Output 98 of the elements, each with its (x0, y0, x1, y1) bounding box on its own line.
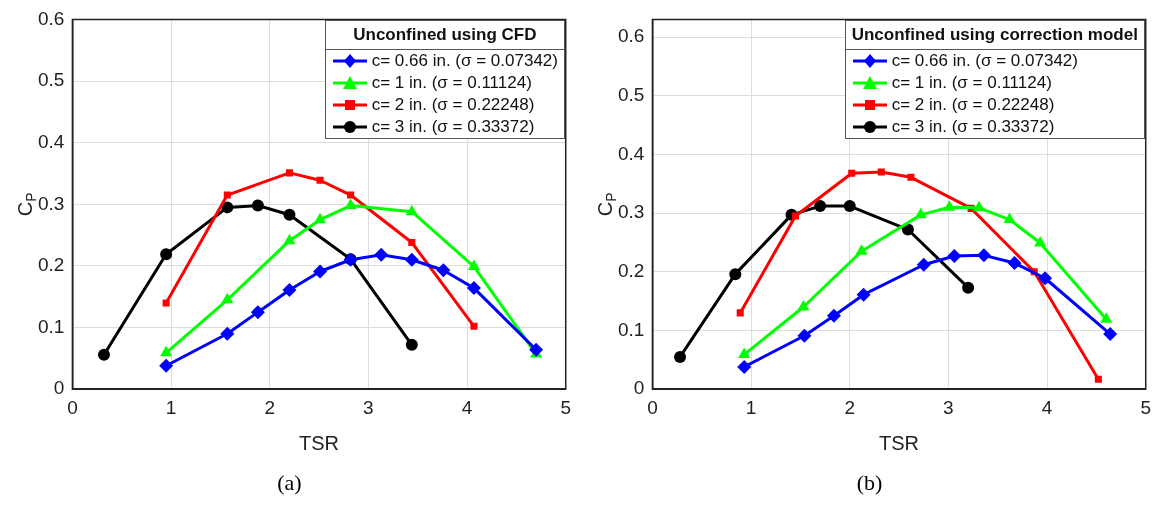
point (736, 309, 744, 317)
point (97, 348, 110, 361)
point (223, 191, 231, 199)
point (405, 338, 418, 351)
point (250, 305, 265, 320)
x-axis-title: TSR (299, 431, 340, 454)
point (907, 173, 915, 181)
y-tick-label: 0 (53, 377, 65, 399)
x-tick-label: 5 (560, 396, 572, 418)
text: (b) (855, 470, 884, 496)
point (914, 207, 927, 219)
point (408, 238, 416, 247)
point (843, 200, 856, 213)
point (159, 358, 174, 373)
point (737, 359, 752, 374)
legend-label: c= 2 in. (σ = 0.22248) (891, 95, 1055, 116)
point (1103, 327, 1118, 342)
point (1007, 256, 1022, 270)
point (470, 322, 478, 330)
x-axis-title: TSR (879, 431, 920, 454)
legend-label: c= 0.66 in. (σ = 0.07342) (891, 51, 1078, 72)
point (855, 244, 868, 255)
point (976, 248, 991, 263)
x-tick-label: 3 (943, 396, 954, 418)
point (313, 264, 328, 279)
point (313, 212, 327, 224)
y-tick-label: 0.4 (37, 130, 65, 152)
point (674, 350, 687, 363)
y-tick-label: 0.1 (37, 315, 65, 337)
point (162, 299, 170, 307)
point (285, 169, 293, 177)
legend-label: c= 0.66 in. (σ = 0.07342) (371, 51, 558, 72)
point (283, 208, 296, 221)
point (877, 168, 885, 176)
point (282, 282, 297, 297)
y-tick-label: 0.4 (617, 142, 645, 164)
point (1038, 271, 1053, 286)
legend-label: c= 1 in. (σ = 0.11124) (371, 73, 532, 94)
x-tick-label: 4 (461, 396, 473, 418)
legend-label: c= 2 in. (σ = 0.22248) (371, 95, 535, 116)
x-tick-label: 4 (1041, 396, 1053, 418)
point (814, 200, 827, 213)
legend-label: c= 3 in. (σ = 0.33372) (371, 117, 535, 138)
point (916, 257, 931, 272)
point (1094, 375, 1102, 383)
point (221, 292, 234, 304)
point (826, 308, 841, 323)
y-tick-label: 0 (633, 377, 645, 399)
point (1100, 312, 1113, 323)
point (283, 233, 296, 245)
point (943, 200, 956, 211)
point (962, 281, 975, 294)
point (856, 287, 871, 302)
point (738, 347, 751, 359)
y-tick-label: 0.1 (617, 318, 645, 340)
legend-label: c= 1 in. (σ = 0.11124) (891, 73, 1052, 94)
point (316, 176, 324, 184)
point (529, 342, 544, 357)
point (374, 247, 389, 262)
y-axis-title: CP (13, 192, 39, 217)
x-tick-label: 1 (165, 396, 177, 418)
x-tick-label: 1 (745, 396, 757, 418)
y-tick-label: 0.3 (617, 201, 645, 223)
y-tick-label: 0.5 (37, 69, 65, 91)
point (405, 204, 418, 216)
point (1003, 212, 1016, 224)
point (729, 268, 742, 281)
y-tick-label: 0.2 (37, 254, 65, 276)
y-axis-title: CP (593, 192, 619, 217)
point (848, 169, 856, 177)
x-tick-label: 3 (363, 396, 374, 418)
point (947, 248, 962, 263)
point (467, 259, 481, 271)
legend-label: c= 3 in. (σ = 0.33372) (891, 117, 1055, 138)
x-tick-label: 5 (1140, 396, 1152, 418)
text: (a) (276, 470, 303, 496)
point (404, 252, 419, 267)
y-tick-label: 0.2 (617, 260, 645, 282)
point (220, 326, 235, 341)
point (160, 345, 173, 357)
y-tick-label: 0.5 (617, 83, 645, 105)
y-tick-label: 0.3 (37, 192, 65, 214)
point (791, 212, 800, 220)
x-tick-label: 2 (264, 396, 276, 418)
point (251, 199, 264, 212)
point (160, 248, 173, 261)
point (1034, 236, 1047, 247)
y-tick-label: 0.6 (37, 7, 65, 29)
legend-title: Unconfined using correction model (845, 21, 1144, 51)
point (972, 200, 986, 212)
point (347, 191, 355, 199)
point (797, 300, 810, 311)
point (466, 281, 481, 296)
point (797, 328, 812, 343)
point (436, 263, 451, 278)
y-tick-label: 0.6 (617, 25, 645, 47)
x-tick-label: 2 (844, 396, 856, 418)
legend-title: Unconfined using CFD (325, 21, 564, 51)
